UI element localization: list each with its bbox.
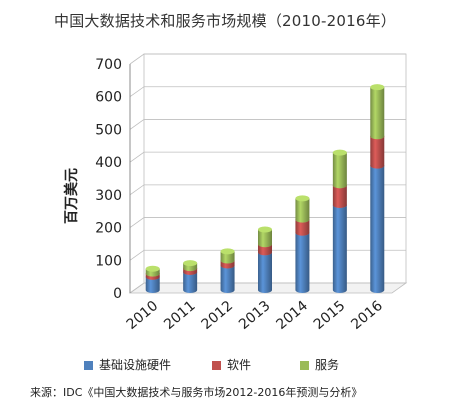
- chart-title: 中国大数据技术和服务市场规模（2010-2016年）: [54, 12, 396, 30]
- chart-legend: 基础设施硬件 软件 服务: [84, 356, 414, 374]
- bar-stack: [295, 195, 310, 293]
- gridline: [129, 119, 406, 130]
- x-tick-label: 2010: [124, 298, 162, 333]
- bar-segment: [332, 152, 347, 189]
- y-axis: 0 100 200 300 400 500 600 700: [95, 57, 131, 302]
- bar-segment: [332, 204, 347, 293]
- bar-segment: [370, 87, 385, 140]
- bar-stack: [220, 248, 235, 293]
- x-tick-label: 2015: [311, 298, 349, 333]
- legend-swatch-hardware: [84, 361, 93, 370]
- x-tick-label: 2013: [236, 298, 274, 333]
- y-tick-label: 100: [95, 253, 122, 269]
- bar-stack: [258, 226, 272, 293]
- y-tick-label: 0: [113, 286, 122, 302]
- gridline: [129, 184, 406, 196]
- gridline: [129, 217, 406, 228]
- bar-segment: [258, 244, 272, 256]
- bar-segment: [295, 219, 310, 236]
- y-tick-label: 200: [95, 221, 122, 237]
- gridline: [129, 282, 406, 294]
- gridline: [129, 53, 406, 65]
- chart-bars: [145, 84, 385, 293]
- y-tick-label: 500: [95, 122, 122, 138]
- bar-segment-top: [370, 84, 385, 91]
- y-tick-label: 400: [95, 155, 122, 171]
- legend-item-software: 软件: [212, 356, 251, 373]
- source-note: 来源：IDC《中国大数据技术与服务市场2012-2016年预测与分析》: [30, 386, 363, 399]
- x-tick-label: 2016: [348, 298, 386, 333]
- bar-segment: [220, 265, 235, 293]
- bar-segment-top: [183, 260, 198, 267]
- bar-segment: [370, 136, 385, 169]
- y-tick-label: 700: [95, 57, 122, 73]
- bar-segment-top: [295, 195, 310, 202]
- bar-segment: [258, 252, 272, 293]
- y-tick-label: 300: [95, 188, 122, 204]
- legend-item-hardware: 基础设施硬件: [84, 356, 171, 373]
- y-tick-label: 600: [95, 90, 122, 106]
- legend-label-hardware: 基础设施硬件: [99, 358, 172, 372]
- legend-swatch-services: [300, 361, 309, 370]
- bar-segment-top: [220, 248, 235, 255]
- y-axis-label: 百万美元: [63, 168, 80, 224]
- bar-segment: [258, 229, 272, 248]
- bar-stack: [370, 84, 385, 293]
- bar-stack: [332, 149, 347, 293]
- bar-segment-top: [145, 265, 160, 272]
- x-tick-label: 2011: [161, 298, 199, 333]
- legend-label-services: 服务: [315, 358, 340, 372]
- legend-swatch-software: [212, 361, 221, 370]
- chart-back-wall: [143, 53, 407, 284]
- x-axis: 2010 2011 2012 2013 2014 2015 2016: [124, 298, 386, 333]
- x-tick-label: 2014: [273, 298, 311, 333]
- bar-segment-top: [258, 226, 272, 233]
- bar-segment: [295, 232, 310, 293]
- bar-segment: [183, 272, 198, 293]
- bar-segment: [220, 251, 235, 264]
- bar-segment: [295, 198, 310, 223]
- gridline: [129, 249, 406, 261]
- bar-stack: [183, 260, 198, 293]
- gridline: [129, 86, 406, 98]
- bar-segment-top: [332, 149, 347, 156]
- bar-segment: [332, 185, 347, 208]
- legend-label-software: 软件: [227, 358, 252, 372]
- gridline: [129, 151, 406, 163]
- x-tick-label: 2012: [199, 298, 237, 333]
- bar-segment: [370, 165, 385, 293]
- legend-item-services: 服务: [300, 356, 339, 373]
- bar-stack: [145, 265, 160, 293]
- bar-segment: [145, 276, 160, 293]
